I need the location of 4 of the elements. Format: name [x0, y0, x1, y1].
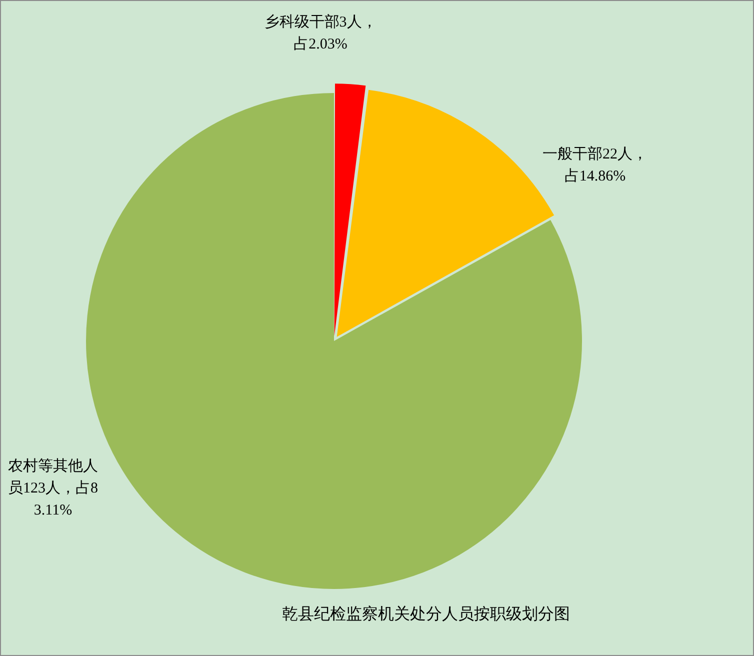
- slice-label: 乡科级干部3人，占2.03%: [264, 13, 377, 52]
- slice-label: 一般干部22人，占14.86%: [542, 145, 648, 184]
- text: 乾县纪检监察机关处分人员按职级划分图: [281, 604, 571, 625]
- slice-label: 农村等其他人员123人，占83.11%: [8, 457, 98, 518]
